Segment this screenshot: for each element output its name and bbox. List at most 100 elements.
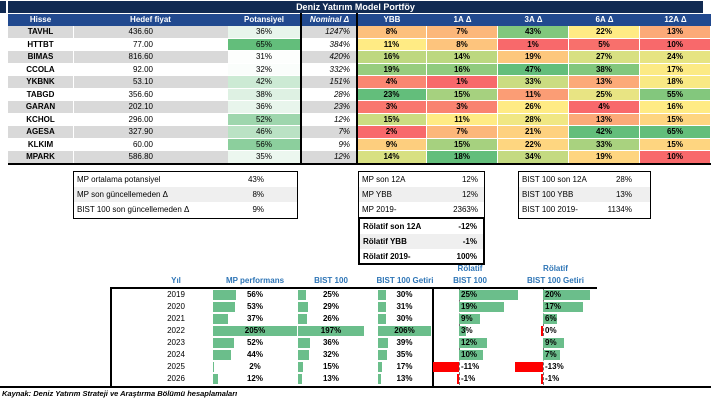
heatmap-cell: 7%: [427, 26, 498, 39]
mp-bar-cell: 52%: [213, 338, 297, 348]
heatmap-cell: 1%: [498, 38, 569, 51]
target-price-cell: 92.00: [73, 63, 228, 76]
nominal-change-cell: 151%: [302, 76, 357, 89]
rel-bist-cell: 25%: [433, 290, 518, 300]
nominal-change-cell: 9%: [302, 138, 357, 151]
heatmap-cell: 23%: [357, 88, 427, 101]
bist-bar-cell: 25%: [298, 290, 364, 300]
summary-bist-label: BIST 100 YBB: [522, 190, 574, 199]
summary-potential-label: BIST 100 son güncellemeden Δ: [77, 205, 190, 214]
heatmap-cell: 47%: [498, 63, 569, 76]
heatmap-cell: 19%: [569, 151, 640, 164]
heatmap-cell: 14%: [427, 51, 498, 64]
summary-mp-row: MP YBB 12%: [359, 187, 484, 202]
heatmap-cell: 22%: [498, 138, 569, 151]
data-bar-positive: [543, 302, 584, 312]
getiri-bar-cell: 13%: [378, 374, 431, 384]
col-header-hedef: Hedef fiyat: [130, 15, 171, 24]
summary-mp-label: MP 2019-: [362, 205, 397, 214]
potential-cell: 35%: [228, 151, 300, 164]
rel-getiri-cell: 20%: [515, 290, 593, 300]
data-bar-positive: [213, 362, 214, 372]
data-bar-positive: [459, 350, 483, 360]
bar-value: 205%: [244, 326, 266, 335]
ticker-cell: GARAN: [8, 101, 73, 114]
rel-getiri-cell: 6%: [515, 314, 593, 324]
bar-value: 56%: [246, 290, 263, 299]
year-cell: 2023: [167, 338, 185, 347]
heatmap-cell: 1%: [427, 76, 498, 89]
heatmap-cell: 8%: [427, 38, 498, 51]
perf-header-getiri: BIST 100 Getiri: [376, 276, 434, 285]
bar-value: 10%: [461, 350, 478, 359]
data-bar-positive: [459, 290, 518, 300]
summary-potential-row: MP son güncellemeden Δ 8%: [74, 187, 297, 202]
col-header-12a: 12A Δ: [664, 15, 687, 24]
col-header-hisse: Hisse: [29, 15, 52, 24]
bar-value: 32%: [322, 350, 339, 359]
data-bar-positive: [213, 338, 235, 348]
heatmap-cell: 24%: [640, 51, 711, 64]
summary-box-relative: Rölatif son 12A -12% Rölatif YBB -1% Rölatif…: [358, 217, 485, 265]
getiri-bar-cell: 35%: [378, 350, 431, 360]
bist-bar-cell: 36%: [298, 338, 364, 348]
col-header-1a: 1A Δ: [453, 15, 472, 24]
summary-relative-value: -12%: [458, 222, 477, 231]
potential-cell: 56%: [228, 138, 300, 151]
bist-bar-cell: 15%: [298, 362, 364, 372]
bar-value: 9%: [545, 338, 557, 347]
data-bar-negative: [456, 374, 459, 384]
performance-table-body: 2019 56% 25% 30% 25% 20% 2020 53% 29% 31% 19% 17% 20…: [0, 289, 711, 385]
summary-bist-label: BIST 100 2019-: [522, 205, 578, 214]
data-bar-positive: [213, 326, 297, 336]
summary-bist-label: BIST 100 son 12A: [522, 175, 587, 184]
nominal-change-cell: 7%: [302, 126, 357, 139]
bar-value: 25%: [461, 290, 478, 299]
nominal-change-cell: 12%: [302, 151, 357, 164]
data-bar-positive: [213, 302, 235, 312]
bar-value: 20%: [545, 290, 562, 299]
heatmap-cell: 3%: [357, 101, 427, 114]
bar-value: 31%: [396, 302, 413, 311]
summary-potential-label: MP ortalama potansiyel: [77, 175, 161, 184]
summary-relative-row: Rölatif YBB -1%: [360, 234, 483, 249]
nominal-change-cell: 332%: [302, 63, 357, 76]
heatmap-cell: 22%: [569, 26, 640, 39]
potential-cell: 52%: [228, 113, 300, 126]
heatmap-cell: 7%: [427, 126, 498, 139]
summary-relative-label: Rölatif 2019-: [363, 252, 411, 261]
perf-row: 2025 2% 15% 17% -11% -13%: [0, 361, 711, 373]
heatmap-cell: 19%: [357, 63, 427, 76]
rel-getiri-cell: -1%: [515, 374, 593, 384]
data-bar-positive: [213, 314, 229, 324]
potential-cell: 36%: [228, 26, 300, 39]
data-bar-positive: [378, 374, 382, 384]
heatmap-cell: 15%: [427, 138, 498, 151]
heatmap-cell: 43%: [498, 26, 569, 39]
getiri-bar-cell: 206%: [378, 326, 431, 336]
summary-mp-row: MP 2019- 2363%: [359, 202, 484, 217]
summary-mp-value: 12%: [461, 175, 478, 184]
perf-header-rel-getiri-line2: BIST 100 Getiri: [527, 276, 584, 285]
data-bar-positive: [298, 314, 307, 324]
perf-row: 2023 52% 36% 39% 12% 9%: [0, 337, 711, 349]
bist-bar-cell: 197%: [298, 326, 364, 336]
bar-value: 30%: [396, 290, 413, 299]
nominal-change-cell: 384%: [302, 38, 357, 51]
rel-bist-cell: -1%: [433, 374, 518, 384]
getiri-bar-cell: 30%: [378, 314, 431, 324]
ticker-cell: TAVHL: [8, 26, 73, 39]
heatmap-cell: 21%: [498, 126, 569, 139]
summary-mp-value: 12%: [461, 190, 478, 199]
perf-row: 2024 44% 32% 35% 10% 7%: [0, 349, 711, 361]
summary-relative-row: Rölatif son 12A -12%: [360, 219, 483, 234]
potential-cell: 32%: [228, 63, 300, 76]
perf-row: 2026 12% 13% 13% -1% -1%: [0, 373, 711, 385]
bar-value: 36%: [322, 338, 339, 347]
potential-cell: 31%: [228, 51, 300, 64]
bar-value: -13%: [545, 362, 564, 371]
summary-relative-label: Rölatif YBB: [363, 237, 407, 246]
bar-value: 35%: [396, 350, 413, 359]
source-note: Kaynak: Deniz Yatırım Strateji ve Araştı…: [2, 389, 238, 398]
